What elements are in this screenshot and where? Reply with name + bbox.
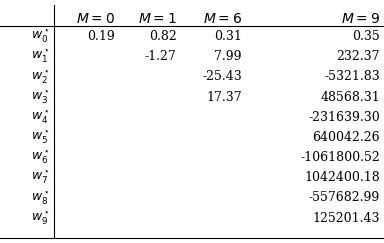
Text: 48568.31: 48568.31 xyxy=(320,91,380,104)
Text: 0.35: 0.35 xyxy=(353,30,380,43)
Text: -1061800.52: -1061800.52 xyxy=(300,151,380,164)
Text: $w_6^\star$: $w_6^\star$ xyxy=(31,149,50,166)
Text: 0.19: 0.19 xyxy=(88,30,115,43)
Text: $w_2^\star$: $w_2^\star$ xyxy=(31,68,50,86)
Text: $w_5^\star$: $w_5^\star$ xyxy=(31,129,50,146)
Text: $M=0$: $M=0$ xyxy=(76,12,115,26)
Text: -1.27: -1.27 xyxy=(145,50,177,63)
Text: -231639.30: -231639.30 xyxy=(308,111,380,124)
Text: $w_9^\star$: $w_9^\star$ xyxy=(31,209,50,227)
Text: -557682.99: -557682.99 xyxy=(309,191,380,204)
Text: -25.43: -25.43 xyxy=(202,70,242,83)
Text: $w_1^\star$: $w_1^\star$ xyxy=(31,48,50,65)
Text: $M=6$: $M=6$ xyxy=(203,12,242,26)
Text: $w_3^\star$: $w_3^\star$ xyxy=(31,88,50,106)
Text: 232.37: 232.37 xyxy=(337,50,380,63)
Text: -5321.83: -5321.83 xyxy=(324,70,380,83)
Text: $w_0^\star$: $w_0^\star$ xyxy=(31,28,50,45)
Text: 1042400.18: 1042400.18 xyxy=(305,171,380,184)
Text: 125201.43: 125201.43 xyxy=(313,212,380,225)
Text: $M=9$: $M=9$ xyxy=(341,12,380,26)
Text: $w_7^\star$: $w_7^\star$ xyxy=(31,169,50,186)
Text: 17.37: 17.37 xyxy=(206,91,242,104)
Text: 7.99: 7.99 xyxy=(214,50,242,63)
Text: 0.82: 0.82 xyxy=(149,30,177,43)
Text: 640042.26: 640042.26 xyxy=(313,131,380,144)
Text: $M=1$: $M=1$ xyxy=(138,12,177,26)
Text: $w_4^\star$: $w_4^\star$ xyxy=(31,109,50,126)
Text: $w_8^\star$: $w_8^\star$ xyxy=(31,189,50,207)
Text: 0.31: 0.31 xyxy=(214,30,242,43)
